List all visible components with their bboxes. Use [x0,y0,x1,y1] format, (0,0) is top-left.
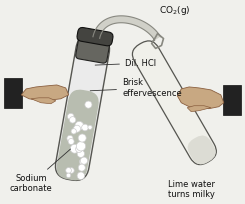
FancyBboxPatch shape [132,41,216,165]
FancyBboxPatch shape [188,135,216,164]
Circle shape [88,125,92,130]
Text: CO$_2$(g): CO$_2$(g) [159,4,190,17]
FancyBboxPatch shape [76,32,110,63]
Circle shape [75,121,84,130]
FancyBboxPatch shape [55,35,110,180]
Circle shape [67,135,73,142]
Circle shape [76,142,86,151]
Polygon shape [177,87,224,109]
Bar [4,78,22,108]
Text: Sodium
carbonate: Sodium carbonate [10,149,71,193]
Circle shape [70,144,79,153]
Circle shape [66,173,71,178]
FancyBboxPatch shape [77,28,113,46]
Circle shape [67,113,74,120]
Bar [223,85,241,115]
Circle shape [69,168,74,173]
Circle shape [85,101,92,108]
Circle shape [74,125,81,132]
Circle shape [69,117,76,123]
Text: Dil. HCl: Dil. HCl [95,59,156,68]
Circle shape [79,159,86,165]
Polygon shape [187,106,211,112]
Circle shape [78,134,86,142]
Circle shape [68,139,74,144]
Circle shape [77,150,85,157]
Polygon shape [93,16,160,40]
Circle shape [71,129,76,134]
Circle shape [80,157,87,164]
Polygon shape [21,85,69,101]
FancyBboxPatch shape [57,90,99,181]
Text: Lime water
turns milky: Lime water turns milky [168,180,215,199]
Circle shape [66,168,71,173]
Circle shape [78,164,85,171]
Circle shape [76,146,82,152]
Polygon shape [31,98,56,104]
Circle shape [77,172,85,180]
Circle shape [82,124,88,131]
Text: Brisk
effervescence: Brisk effervescence [90,78,182,98]
